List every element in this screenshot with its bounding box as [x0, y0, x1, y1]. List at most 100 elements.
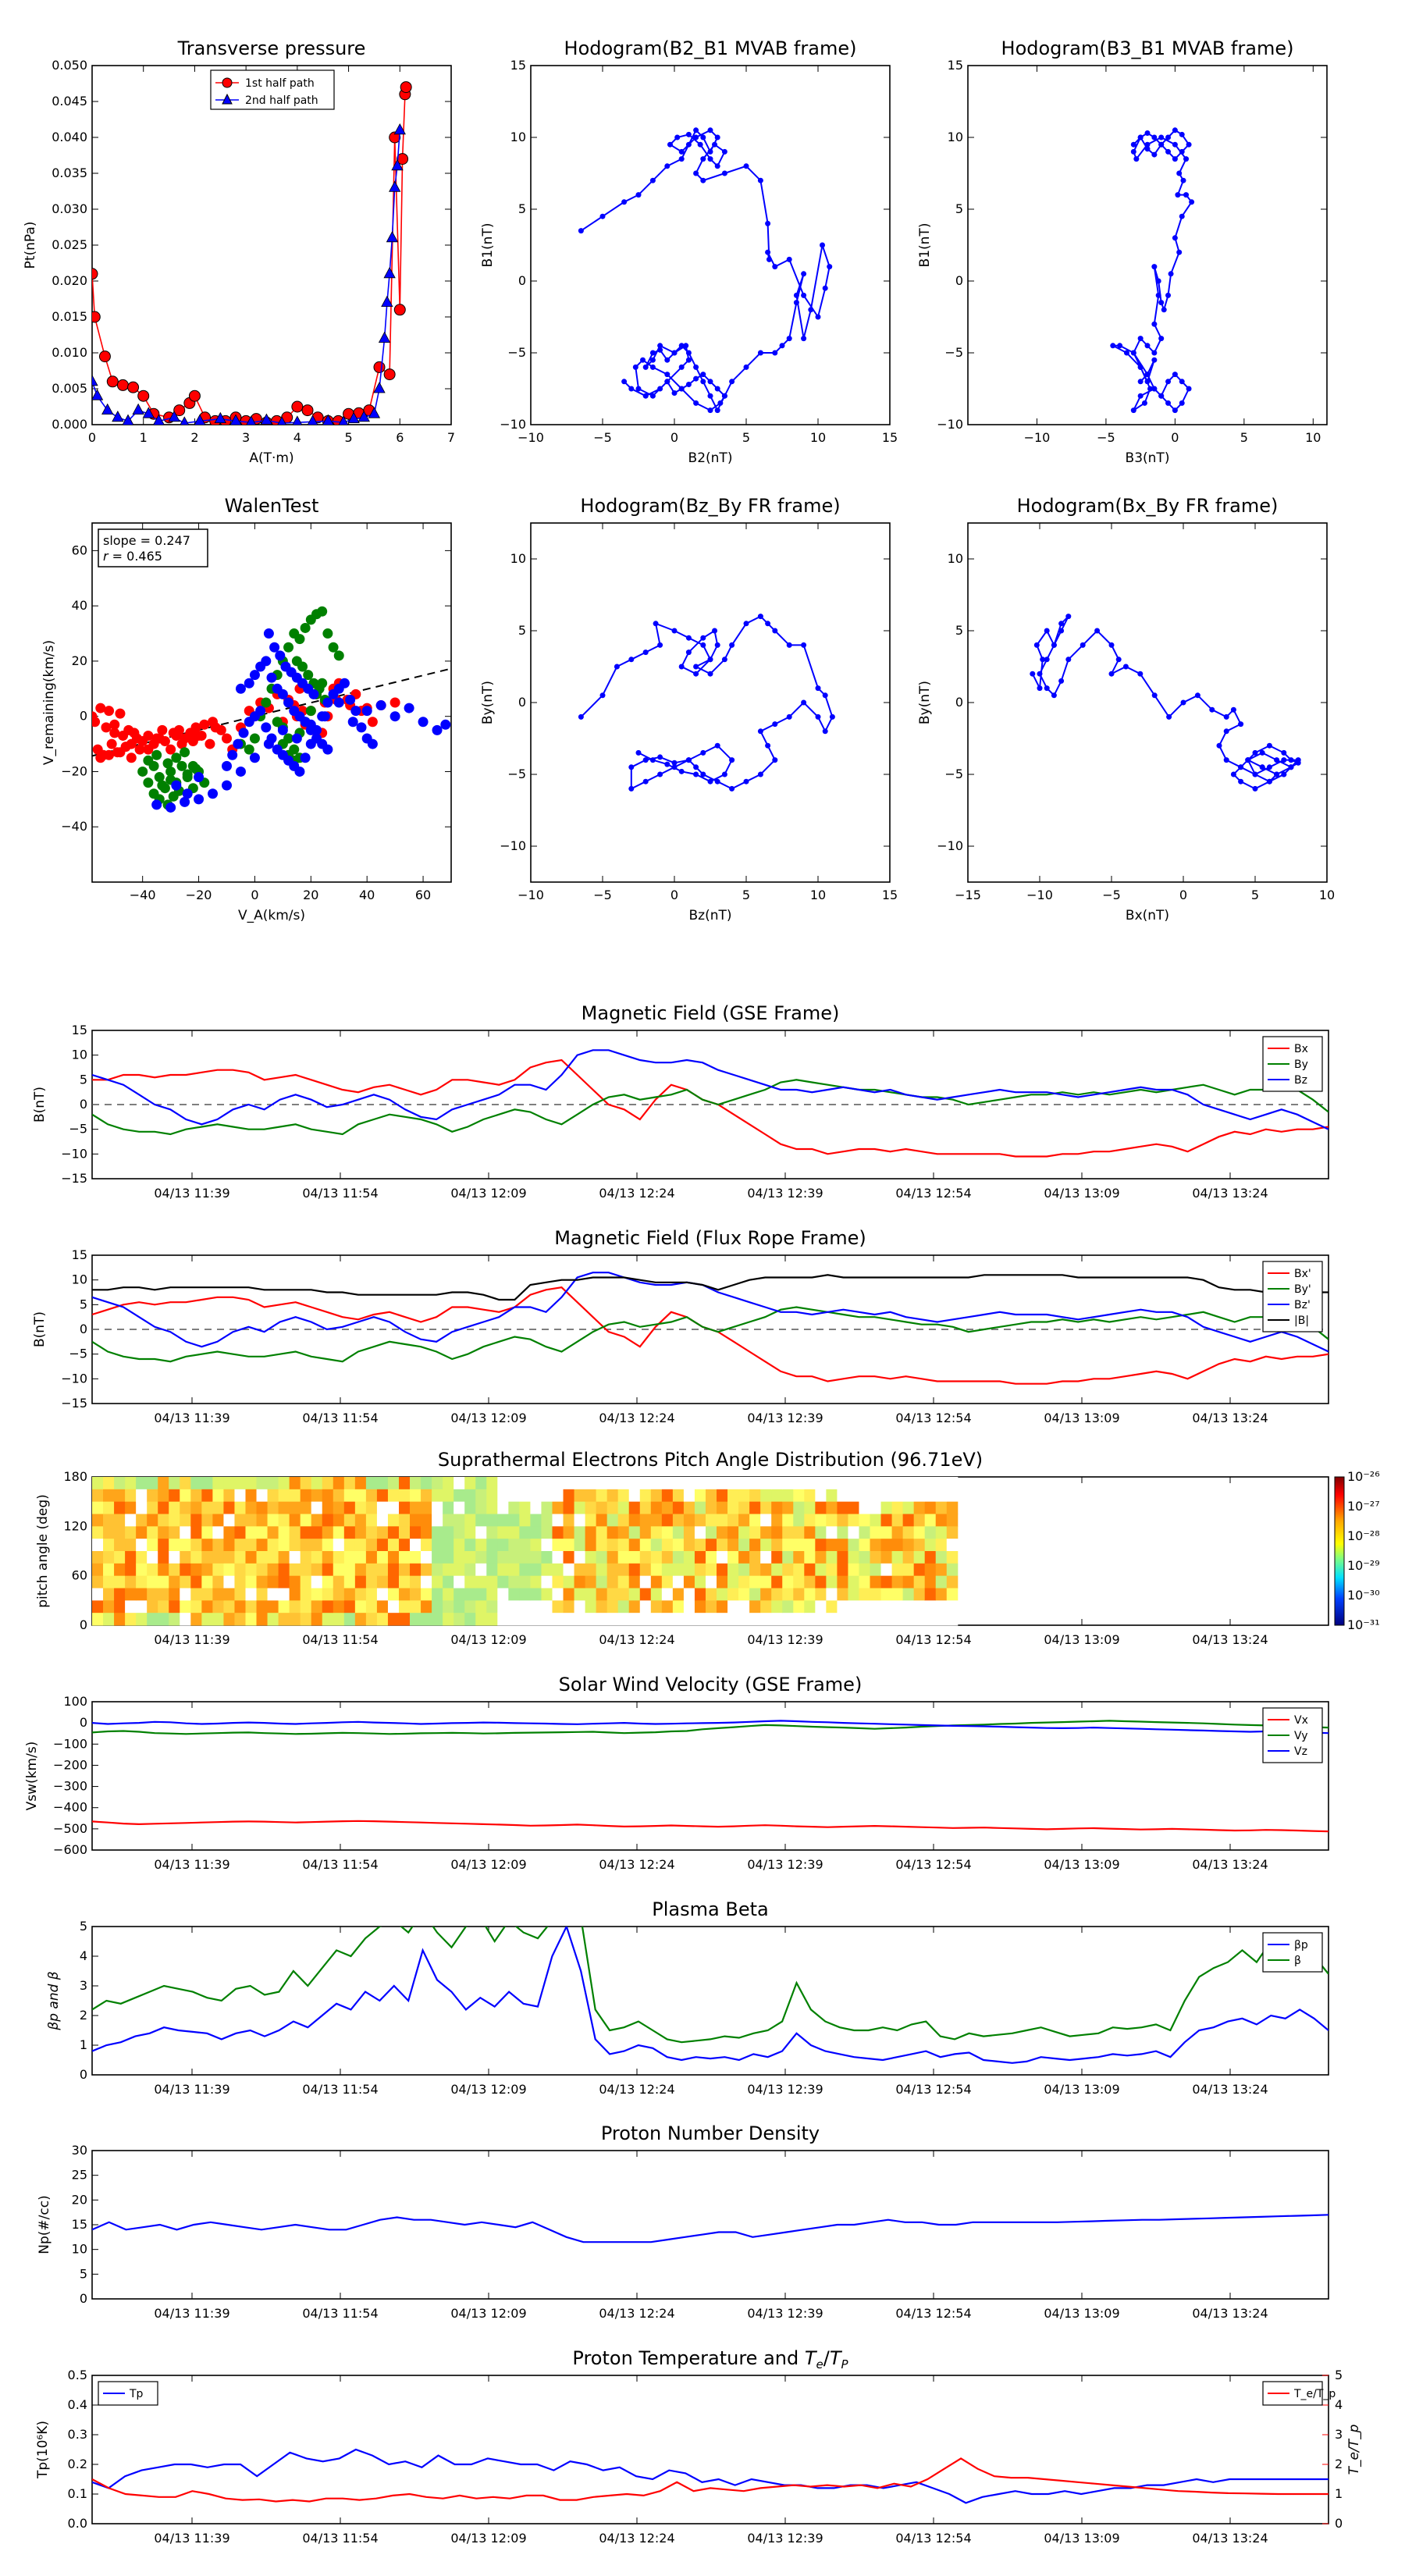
pad-cell: [628, 1551, 641, 1564]
h2-point: [1151, 321, 1158, 327]
np-ytick-label: 10: [72, 2242, 87, 2257]
pad-cell: [891, 1575, 904, 1589]
pad-cell: [891, 1539, 904, 1552]
walen-ytick-label: 20: [72, 653, 87, 668]
pad-cell: [771, 1563, 783, 1577]
walen-point: [157, 780, 168, 791]
pad-cell: [804, 1514, 816, 1527]
h4-title: Hodogram(Bx_By FR frame): [1017, 495, 1279, 517]
h1-point: [685, 141, 692, 148]
h2-point: [1183, 192, 1190, 198]
pad-cell: [387, 1514, 400, 1527]
pad-cell: [300, 1539, 312, 1552]
pad-cell: [574, 1526, 586, 1539]
h2-point: [1158, 393, 1165, 399]
h4-xtick-label: 10: [1319, 888, 1335, 902]
pad-cell: [705, 1588, 717, 1601]
h1-point: [635, 386, 642, 392]
pad-cell: [683, 1489, 695, 1503]
pad-cell: [508, 1526, 520, 1539]
pt-series-line: [92, 87, 407, 424]
pad-cell: [650, 1551, 663, 1564]
pad-cell: [815, 1575, 827, 1589]
pad-cell: [859, 1575, 871, 1589]
pad-cell: [891, 1514, 904, 1527]
pad-cell: [738, 1600, 750, 1614]
h1-point: [707, 148, 713, 155]
pad-cell: [103, 1588, 115, 1601]
pad-cell: [913, 1600, 926, 1614]
pad-cell: [256, 1526, 269, 1539]
pad-cell: [234, 1539, 246, 1552]
pad-cell: [180, 1526, 191, 1539]
walen-point: [440, 719, 451, 730]
walen-point: [404, 703, 414, 713]
pad-cell: [245, 1551, 258, 1564]
pad-cell: [541, 1588, 553, 1601]
pad-cell: [311, 1526, 323, 1539]
h3-point: [822, 728, 828, 735]
pad-cell: [661, 1539, 674, 1552]
mag_fr-ytick-label: −15: [61, 1396, 87, 1411]
pad-cell: [158, 1563, 169, 1577]
pad-cell: [300, 1613, 312, 1626]
pad-cell: [793, 1539, 805, 1552]
h1-point: [599, 213, 606, 219]
h1-point: [664, 379, 670, 385]
walen-point: [194, 772, 205, 783]
pad-cell: [672, 1477, 685, 1490]
pad-cell: [683, 1613, 695, 1626]
pad-cell: [924, 1514, 937, 1527]
pad-cell: [136, 1600, 148, 1614]
pad-cell: [354, 1551, 367, 1564]
h3-xtick-label: 15: [882, 888, 898, 902]
h2-point: [1117, 343, 1123, 349]
pad-cell: [935, 1551, 948, 1564]
walen-point: [157, 724, 168, 735]
h3-point: [772, 757, 778, 763]
h3-point: [829, 713, 835, 720]
pad-cell: [256, 1588, 269, 1601]
walen-point: [95, 753, 106, 763]
pad-cell: [826, 1588, 838, 1601]
pad-cell: [661, 1613, 674, 1626]
walen-point: [104, 706, 115, 717]
pad-cell: [443, 1477, 454, 1490]
pad-cell: [606, 1526, 619, 1539]
h1-point: [657, 386, 663, 392]
h1-point: [714, 163, 720, 169]
pad-cell: [125, 1588, 137, 1601]
h3-xtick-label: 0: [670, 888, 678, 902]
pad-cell: [727, 1539, 739, 1552]
pt-ytick-label: 0.025: [52, 237, 87, 252]
pad-cell: [267, 1600, 279, 1614]
pad-cell: [333, 1563, 345, 1577]
pt-point: [378, 331, 391, 343]
pad-cell: [398, 1514, 411, 1527]
walen-point: [356, 722, 367, 733]
pad-cell: [421, 1477, 432, 1490]
pad-cell: [683, 1501, 695, 1514]
pad-cell: [530, 1489, 542, 1503]
pt-point: [260, 413, 273, 425]
pad-cell: [880, 1514, 893, 1527]
pad-cell: [464, 1588, 476, 1601]
pad-cell: [815, 1539, 827, 1552]
pad-cell: [267, 1551, 279, 1564]
pad-cell: [103, 1551, 115, 1564]
walen-title: WalenTest: [225, 495, 319, 517]
h3-point: [671, 628, 678, 634]
beta-title: Plasma Beta: [652, 1898, 768, 1920]
pad-cell: [913, 1575, 926, 1589]
pad-cell: [848, 1526, 859, 1539]
pad-colorbar: [1334, 1476, 1345, 1626]
walen-point: [350, 706, 361, 717]
pad-cell: [617, 1563, 630, 1577]
h1-xtick-label: −5: [593, 430, 612, 445]
walen-point: [92, 717, 101, 728]
pad-cell: [661, 1489, 674, 1503]
pad-cell: [782, 1588, 794, 1601]
pad-cell: [365, 1489, 378, 1503]
pt-point: [389, 131, 401, 144]
pad-cell: [902, 1575, 915, 1589]
